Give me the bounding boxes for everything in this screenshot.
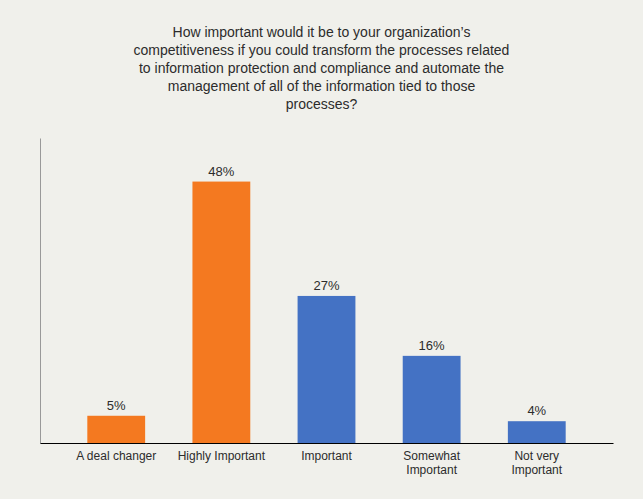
data-label: 48% bbox=[208, 164, 234, 179]
chart: How important would it be to your organi… bbox=[0, 0, 643, 499]
x-tick: SomewhatImportant bbox=[403, 449, 460, 477]
x-tick-label: A deal changer bbox=[76, 449, 156, 463]
bar bbox=[87, 416, 145, 443]
data-label: 4% bbox=[527, 403, 546, 418]
y-axis bbox=[40, 139, 41, 444]
x-axis: A deal changer Highly Important Important S… bbox=[41, 444, 614, 477]
title: How important would it be to your organi… bbox=[134, 24, 510, 112]
x-tick-label: SomewhatImportant bbox=[403, 449, 460, 477]
data-label: 5% bbox=[107, 398, 126, 413]
x-tick-label: Not veryImportant bbox=[511, 449, 562, 477]
bar bbox=[298, 296, 356, 443]
x-tick-label: Important bbox=[301, 449, 352, 463]
x-tick: Important bbox=[301, 449, 352, 463]
bar bbox=[508, 421, 566, 443]
x-tick: A deal changer bbox=[76, 449, 156, 463]
x-tick: Highly Important bbox=[178, 449, 266, 463]
bar bbox=[403, 356, 461, 443]
bars bbox=[87, 182, 565, 443]
data-label: 16% bbox=[419, 338, 445, 353]
x-tick: Not veryImportant bbox=[511, 449, 562, 477]
data-label: 27% bbox=[313, 278, 339, 293]
plot: 5% 48% 27% 16% 4% A deal changer Highly Import… bbox=[41, 139, 614, 477]
data-labels: 5% 48% 27% 16% 4% bbox=[107, 164, 547, 419]
y-axis-line bbox=[40, 139, 41, 444]
bar bbox=[192, 182, 250, 443]
x-tick-label: Highly Important bbox=[178, 449, 266, 463]
x-axis-line bbox=[41, 443, 614, 444]
